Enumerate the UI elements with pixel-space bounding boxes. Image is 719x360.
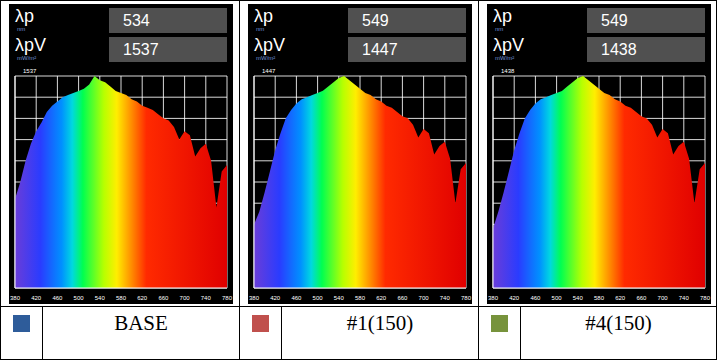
svg-text:380: 380 — [10, 295, 21, 301]
svg-text:740: 740 — [201, 295, 212, 301]
svg-text:580: 580 — [116, 295, 127, 301]
svg-text:380: 380 — [488, 295, 499, 301]
svg-text:380: 380 — [249, 295, 260, 301]
svg-text:460: 460 — [52, 295, 63, 301]
html-text:#1(150): #1(150) — [346, 311, 414, 335]
svg-text:540: 540 — [95, 295, 106, 301]
html-text:1537: 1537 — [123, 41, 159, 58]
svg-text:420: 420 — [509, 295, 520, 301]
html-text:nm: nm — [256, 26, 265, 32]
svg-text:660: 660 — [158, 295, 169, 301]
svg-text:780: 780 — [461, 295, 472, 301]
svg-text:460: 460 — [291, 295, 302, 301]
svg-text:420: 420 — [31, 295, 42, 301]
svg-text:1537: 1537 — [23, 68, 37, 74]
svg-text:700: 700 — [180, 295, 191, 301]
svg-text:740: 740 — [679, 295, 690, 301]
svg-text:700: 700 — [658, 295, 669, 301]
svg-text:580: 580 — [355, 295, 366, 301]
svg-text:660: 660 — [636, 295, 647, 301]
html-text:λp: λp — [15, 6, 34, 26]
html-text:λp: λp — [493, 6, 512, 26]
html-text:nm: nm — [17, 26, 26, 32]
svg-text:780: 780 — [700, 295, 711, 301]
svg-text:500: 500 — [74, 295, 85, 301]
html-text:mW/m²: mW/m² — [17, 55, 37, 61]
html-text:λpV: λpV — [493, 35, 524, 55]
svg-text:700: 700 — [419, 295, 430, 301]
svg-text:500: 500 — [313, 295, 324, 301]
html-text:mW/m²: mW/m² — [495, 55, 515, 61]
html-text:BASE: BASE — [114, 311, 168, 335]
svg-text:620: 620 — [615, 295, 626, 301]
svg-text:460: 460 — [530, 295, 541, 301]
html-text:1438: 1438 — [601, 41, 637, 58]
html-text:mW/m²: mW/m² — [256, 55, 276, 61]
svg-text:1438: 1438 — [501, 68, 515, 74]
html-text:534: 534 — [123, 12, 150, 29]
svg-text:620: 620 — [137, 295, 148, 301]
svg-text:1447: 1447 — [262, 68, 276, 74]
svg-text:540: 540 — [573, 295, 584, 301]
html-text:λpV: λpV — [15, 35, 46, 55]
html-text:#4(150): #4(150) — [585, 311, 652, 335]
svg-text:660: 660 — [397, 295, 408, 301]
html-text:λpV: λpV — [254, 35, 285, 55]
html-text:549: 549 — [362, 12, 389, 29]
html-text:549: 549 — [601, 12, 628, 29]
svg-text:500: 500 — [552, 295, 563, 301]
html-text:λp: λp — [254, 6, 273, 26]
svg-text:540: 540 — [334, 295, 345, 301]
svg-text:580: 580 — [594, 295, 605, 301]
svg-text:780: 780 — [222, 295, 233, 301]
svg-text:740: 740 — [440, 295, 451, 301]
svg-text:420: 420 — [270, 295, 281, 301]
html-text:nm: nm — [495, 26, 504, 32]
svg-text:620: 620 — [376, 295, 387, 301]
html-text:1447: 1447 — [362, 41, 398, 58]
